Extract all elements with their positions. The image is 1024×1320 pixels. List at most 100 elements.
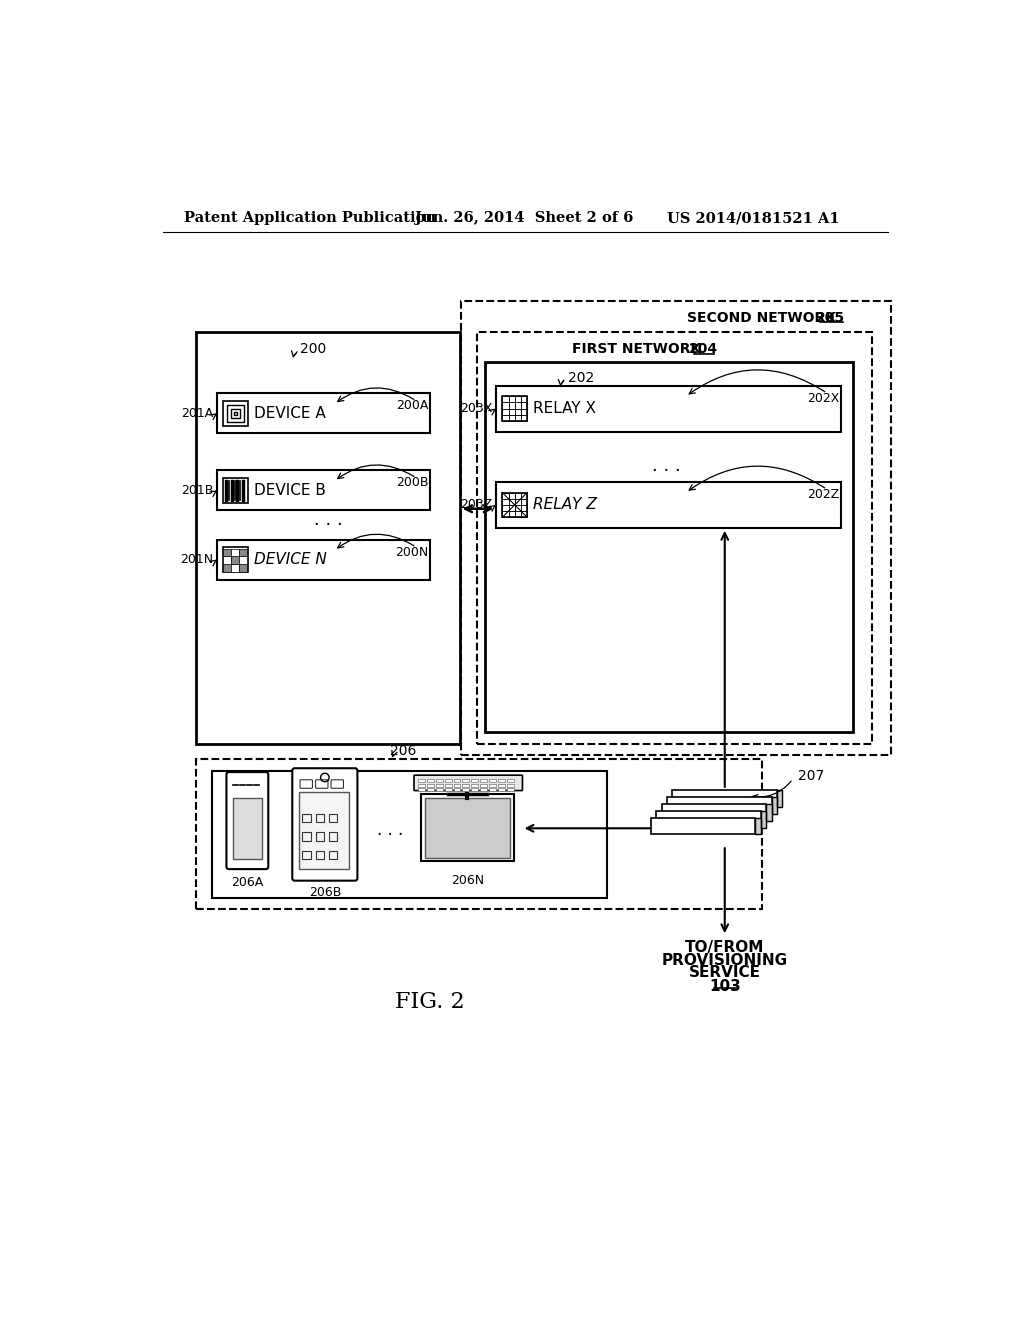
Bar	[418, 788, 425, 792]
Bar	[421, 793, 514, 862]
Bar	[329, 813, 337, 822]
Bar	[509, 506, 515, 511]
Text: DEVICE B: DEVICE B	[254, 483, 327, 498]
Bar	[231, 557, 239, 564]
Bar	[315, 832, 324, 841]
Bar	[217, 393, 430, 433]
Bar	[521, 403, 527, 409]
Text: 200A: 200A	[396, 400, 429, 412]
Bar	[521, 414, 527, 421]
Bar	[302, 813, 311, 822]
Bar	[656, 810, 761, 828]
Text: 207: 207	[799, 770, 824, 783]
Bar	[509, 414, 515, 421]
Bar	[329, 850, 337, 859]
Polygon shape	[766, 804, 772, 821]
Bar	[223, 401, 248, 425]
Bar	[454, 784, 461, 787]
Text: 202: 202	[568, 371, 595, 385]
Text: 206A: 206A	[231, 875, 263, 888]
Text: 203X: 203X	[460, 403, 493, 416]
Text: SERVICE: SERVICE	[689, 965, 761, 981]
Bar	[484, 363, 853, 733]
Bar	[427, 779, 434, 781]
Bar	[489, 788, 496, 792]
Bar	[425, 797, 510, 858]
Bar	[329, 832, 337, 841]
Bar	[435, 788, 442, 792]
Bar	[662, 804, 766, 821]
Bar	[503, 506, 509, 511]
Bar	[477, 331, 872, 743]
Bar	[454, 779, 461, 781]
Bar	[418, 779, 425, 781]
Text: US 2014/0181521 A1: US 2014/0181521 A1	[667, 211, 840, 226]
Bar	[231, 549, 239, 557]
Bar	[650, 817, 756, 834]
Bar	[471, 779, 478, 781]
Text: TO/FROM: TO/FROM	[685, 940, 765, 954]
Bar	[223, 478, 248, 503]
Bar	[498, 788, 505, 792]
Bar	[503, 414, 509, 421]
Text: DEVICE N: DEVICE N	[254, 552, 327, 568]
Bar	[507, 788, 514, 792]
Polygon shape	[777, 789, 782, 807]
Bar	[315, 813, 324, 822]
Bar	[223, 548, 248, 572]
Polygon shape	[761, 810, 766, 828]
Bar	[667, 797, 772, 813]
FancyBboxPatch shape	[226, 772, 268, 869]
Bar	[239, 557, 247, 564]
Bar	[489, 784, 496, 787]
Bar	[515, 511, 521, 517]
Bar	[509, 409, 515, 414]
Text: . . .: . . .	[377, 821, 403, 838]
FancyBboxPatch shape	[292, 768, 357, 880]
Bar	[461, 301, 891, 755]
Text: FIRST NETWORK: FIRST NETWORK	[572, 342, 707, 356]
Text: SECOND NETWORK: SECOND NETWORK	[686, 310, 841, 325]
Text: 200B: 200B	[396, 477, 429, 490]
Bar	[521, 492, 527, 499]
Bar	[223, 564, 231, 572]
Bar	[503, 396, 509, 403]
Bar	[223, 549, 231, 557]
Text: 200: 200	[300, 342, 327, 356]
Text: FIG. 2: FIG. 2	[395, 990, 465, 1012]
Text: 204: 204	[688, 342, 718, 356]
Bar	[463, 788, 469, 792]
Bar	[471, 788, 478, 792]
Text: 202Z: 202Z	[807, 488, 840, 502]
Bar	[239, 549, 247, 557]
Bar	[427, 784, 434, 787]
Text: 200N: 200N	[395, 545, 429, 558]
Bar	[521, 499, 527, 506]
Bar	[223, 557, 231, 564]
Bar	[503, 492, 509, 499]
Bar	[503, 492, 527, 517]
Bar	[515, 492, 521, 499]
Text: Jun. 26, 2014  Sheet 2 of 6: Jun. 26, 2014 Sheet 2 of 6	[415, 211, 633, 226]
Bar	[509, 511, 515, 517]
Bar	[509, 403, 515, 409]
Bar	[496, 482, 841, 528]
Bar	[507, 784, 514, 787]
Bar	[418, 784, 425, 787]
Text: DEVICE A: DEVICE A	[254, 405, 326, 421]
Text: 206B: 206B	[308, 886, 341, 899]
Bar	[480, 788, 487, 792]
Text: Patent Application Publication: Patent Application Publication	[183, 211, 436, 226]
Bar	[471, 784, 478, 787]
Bar	[515, 396, 521, 403]
Bar	[463, 779, 469, 781]
Polygon shape	[756, 817, 761, 834]
Bar	[673, 789, 777, 807]
Bar	[503, 511, 509, 517]
Text: 201A: 201A	[181, 407, 213, 420]
Bar	[515, 506, 521, 511]
Bar	[427, 788, 434, 792]
Text: RELAY Z: RELAY Z	[534, 498, 597, 512]
Text: PROVISIONING: PROVISIONING	[662, 953, 787, 968]
Text: 206N: 206N	[451, 874, 484, 887]
